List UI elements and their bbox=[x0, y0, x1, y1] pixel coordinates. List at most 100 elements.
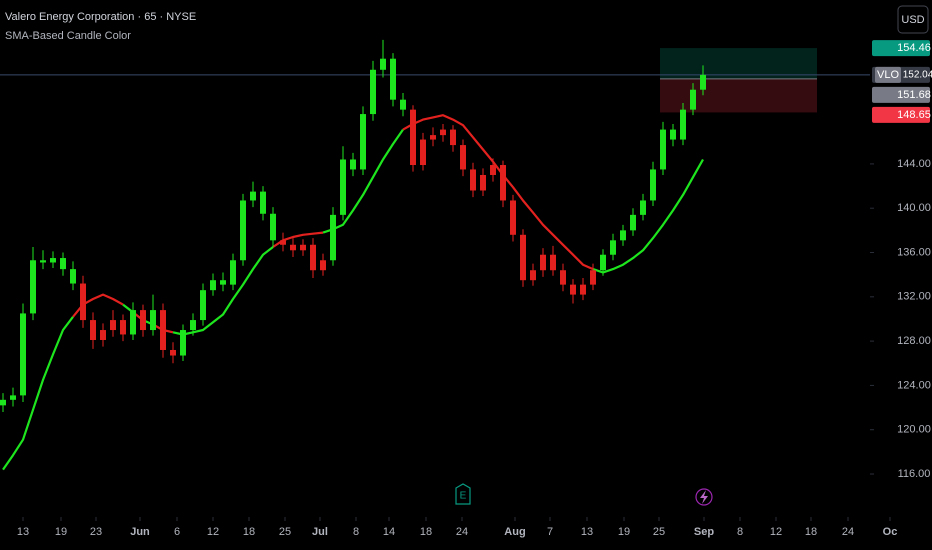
x-tick-label: 23 bbox=[90, 526, 102, 538]
symbol-badge bbox=[875, 66, 901, 83]
candle-body bbox=[130, 310, 136, 335]
earnings-icon[interactable]: E bbox=[455, 483, 471, 505]
candle-body bbox=[590, 270, 596, 285]
candle-body bbox=[400, 99, 406, 110]
candle-body bbox=[670, 129, 676, 140]
x-tick-label: 14 bbox=[383, 526, 395, 538]
candle-body bbox=[160, 310, 166, 350]
candle-body bbox=[700, 74, 706, 90]
sma-line bbox=[402, 114, 594, 271]
x-tick-label: 19 bbox=[55, 526, 67, 538]
candle-body bbox=[640, 200, 646, 215]
candle-body bbox=[660, 129, 666, 170]
plot: 116.00 120.00 124.00 128.00 132.00 136.00 140.… bbox=[0, 39, 932, 538]
candle-body bbox=[150, 310, 156, 331]
candle-body bbox=[210, 280, 216, 291]
currency-button[interactable] bbox=[897, 5, 929, 34]
x-tick-label: 19 bbox=[618, 526, 630, 538]
y-tick-label: 132.00 bbox=[897, 291, 931, 303]
price-badge bbox=[872, 40, 930, 57]
candle-body bbox=[290, 244, 296, 251]
candle-body bbox=[40, 260, 46, 263]
x-tick-label: Jun bbox=[130, 526, 150, 538]
candle-body bbox=[100, 330, 106, 341]
price-badge-label: 148.65 bbox=[897, 109, 931, 121]
sma-line bbox=[592, 158, 704, 274]
candle-body bbox=[140, 310, 146, 331]
candle-body bbox=[550, 254, 556, 271]
candle-body bbox=[0, 399, 6, 406]
x-tick-label: 12 bbox=[207, 526, 219, 538]
y-tick-label: 124.00 bbox=[897, 379, 931, 391]
candle-body bbox=[580, 284, 586, 295]
price-badge-label: 152.04 bbox=[903, 70, 932, 81]
earnings-letter: E bbox=[460, 491, 467, 502]
candle-body bbox=[690, 89, 696, 110]
sma-line bbox=[2, 316, 74, 471]
sma-line bbox=[322, 128, 404, 234]
candle-body bbox=[420, 139, 426, 166]
candle-body bbox=[190, 320, 196, 331]
candle-body bbox=[680, 109, 686, 140]
candle-body bbox=[120, 320, 126, 335]
candle-body bbox=[110, 320, 116, 331]
x-tick-label: 25 bbox=[653, 526, 665, 538]
candle-body bbox=[310, 244, 316, 271]
candle-body bbox=[340, 159, 346, 215]
candle-body bbox=[10, 395, 16, 400]
candle-body bbox=[200, 290, 206, 321]
candle-body bbox=[480, 174, 486, 191]
x-tick-label: 25 bbox=[279, 526, 291, 538]
candle-body bbox=[220, 280, 226, 285]
x-tick-label: 18 bbox=[805, 526, 817, 538]
x-tick-label: 8 bbox=[353, 526, 359, 538]
profit-zone bbox=[660, 48, 817, 79]
x-tick-label: 24 bbox=[456, 526, 468, 538]
chart-title: Valero Energy Corporation · 65 · NYSE bbox=[5, 11, 196, 23]
x-tick-label: 18 bbox=[243, 526, 255, 538]
candle-body bbox=[270, 213, 276, 241]
x-tick-label: 24 bbox=[842, 526, 854, 538]
candle-body bbox=[350, 159, 356, 170]
candle-body bbox=[380, 58, 386, 70]
y-tick-label: 144.00 bbox=[897, 158, 931, 170]
candle-body bbox=[240, 200, 246, 261]
indicator-name: SMA-Based Candle Color bbox=[5, 30, 131, 42]
candle-body bbox=[60, 258, 66, 270]
currency-label[interactable]: USD bbox=[901, 14, 924, 26]
candle-body bbox=[430, 135, 436, 140]
x-tick-label: Sep bbox=[694, 526, 714, 538]
candle-body bbox=[630, 214, 636, 231]
price-badge-label: 151.68 bbox=[897, 89, 931, 101]
y-tick-label: 136.00 bbox=[897, 246, 931, 258]
loss-zone bbox=[660, 78, 817, 113]
candle-body bbox=[50, 258, 56, 263]
x-tick-label: 13 bbox=[17, 526, 29, 538]
candle-body bbox=[320, 260, 326, 271]
dividend-icon[interactable] bbox=[695, 488, 713, 506]
candle-body bbox=[610, 240, 616, 255]
sma-line bbox=[172, 246, 274, 336]
candle-body bbox=[500, 165, 506, 201]
x-tick-label: Oc bbox=[883, 526, 898, 538]
candle-body bbox=[170, 349, 176, 356]
candle-body bbox=[570, 284, 576, 295]
y-tick-label: 120.00 bbox=[897, 424, 931, 436]
y-tick-label: 116.00 bbox=[898, 468, 931, 480]
candle-body bbox=[470, 169, 476, 191]
candle-body bbox=[260, 191, 266, 214]
candle-body bbox=[440, 129, 446, 136]
candle-body bbox=[540, 254, 546, 271]
candle-body bbox=[250, 191, 256, 201]
candle-body bbox=[330, 214, 336, 261]
candle-body bbox=[280, 240, 286, 245]
price-badge bbox=[872, 86, 930, 103]
x-tick-label: 8 bbox=[737, 526, 743, 538]
candle-body bbox=[70, 269, 76, 284]
candle-body bbox=[530, 270, 536, 281]
x-tick-label: 18 bbox=[420, 526, 432, 538]
x-tick-label: 12 bbox=[770, 526, 782, 538]
candle-body bbox=[490, 165, 496, 175]
